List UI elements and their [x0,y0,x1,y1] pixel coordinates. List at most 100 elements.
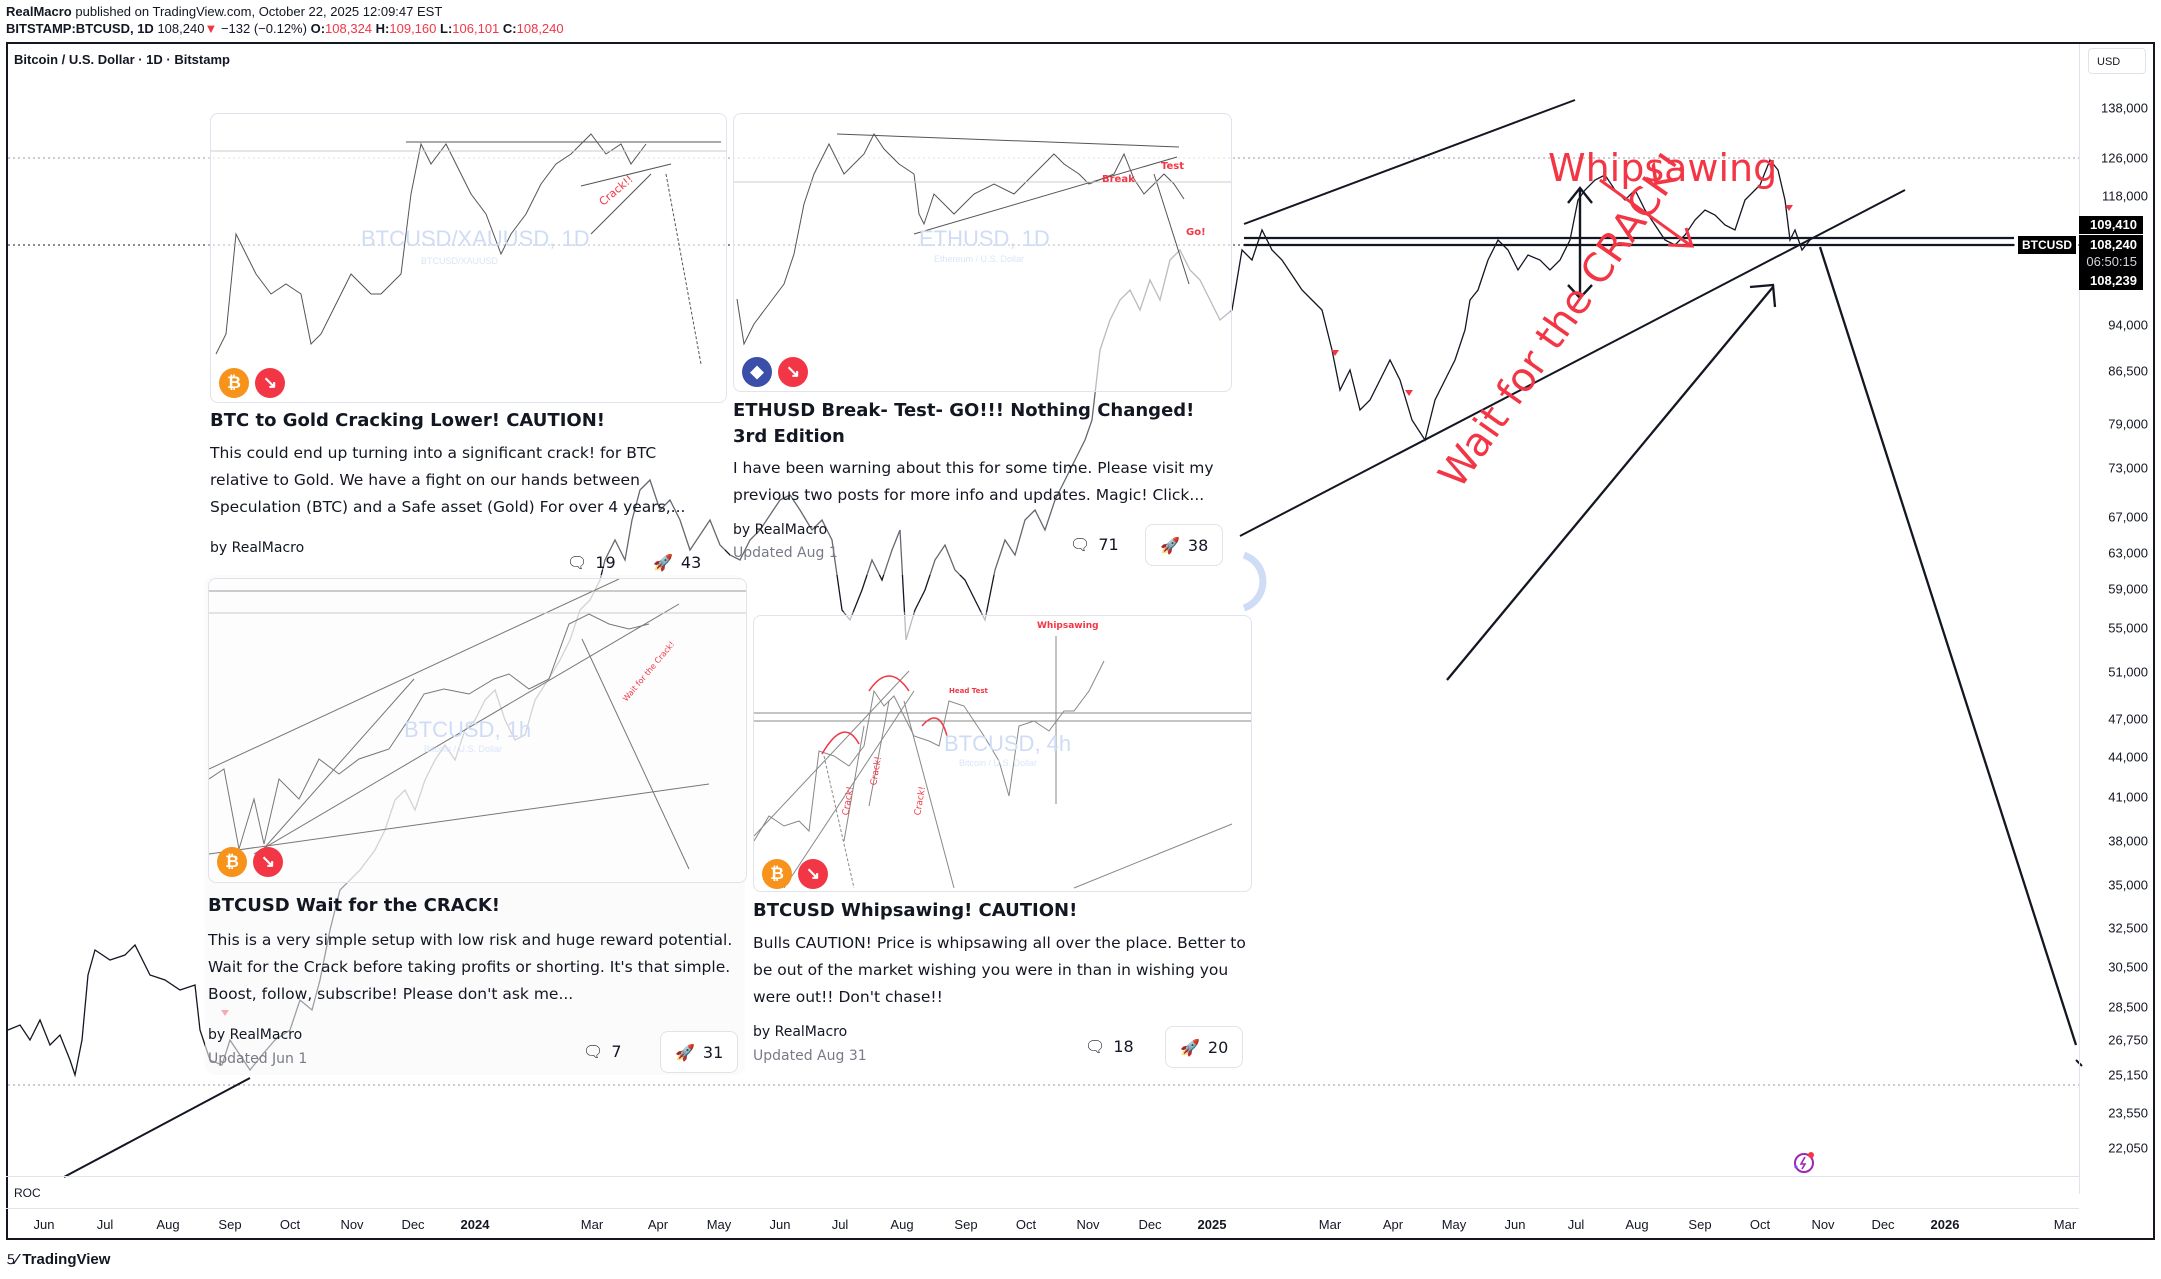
time-axis[interactable]: Jun Jul Aug Sep Oct Nov Dec 2024 Mar Apr May Jun Jul… [6,1208,2079,1239]
price-axis-label: 59,000 [2108,581,2148,597]
idea-thumbnail[interactable]: BTCUSD, 4h Bitcoin / U.S. Dollar Whipsaw… [753,615,1252,892]
boosts-count: 38 [1187,535,1209,555]
time-axis-label: Jul [96,1217,114,1232]
time-axis-label: Aug [1625,1217,1649,1232]
boost-button[interactable]: 🚀 43 [653,542,701,582]
high-value: 109,160 [389,21,437,36]
time-axis-label: Jun [33,1217,55,1232]
price-axis-label: 51,000 [2108,664,2148,680]
idea-title[interactable]: BTC to Gold Cracking Lower! CAUTION! [210,410,605,431]
comments-count: 71 [1098,534,1119,554]
thumbnail-chart [754,636,1251,889]
idea-card-btc-gold[interactable]: BTCUSD/XAUUSD, 1D BTCUSD/XAUUSD Crack!! … [205,110,727,572]
short-arrow-icon: ↘ [778,357,808,387]
thumbnail-chart [734,133,1231,346]
idea-description: This is a very simple setup with low ris… [208,931,733,1003]
idea-description: Bulls CAUTION! Price is whipsawing all o… [753,934,1246,1006]
price-axis-label: 94,000 [2108,317,2148,333]
idea-title[interactable]: BTCUSD Wait for the CRACK! [208,895,500,916]
time-axis-label: May [706,1217,732,1232]
idea-thumbnail[interactable]: BTCUSD/XAUUSD, 1D BTCUSD/XAUUSD Crack!! … [210,113,727,403]
indicator-pane-roc[interactable]: ROC [6,1176,2079,1209]
thumbnail-annotation-head-test: Head Test [949,687,988,695]
idea-title[interactable]: BTCUSD Whipsawing! CAUTION! [753,900,1078,921]
comment-icon: 🗨 [567,552,588,572]
time-axis-label: Nov [340,1217,364,1232]
time-axis-label: Mar [580,1217,604,1232]
time-axis-label: Jul [831,1217,849,1232]
comments-count: 7 [611,1041,622,1061]
indicator-label: ROC [14,1186,41,1200]
open-value: 108,324 [325,21,373,36]
price-axis-label: 28,500 [2108,999,2148,1015]
idea-card-btcusd-crack[interactable]: BTCUSD, 1h Bitcoin / U.S. Dollar Wait fo… [205,575,747,1075]
price-axis-label: 35,000 [2108,877,2148,893]
ethereum-icon: ◆ [742,357,772,387]
short-arrow-icon: ↘ [255,368,285,398]
comments-button[interactable]: 🗨 18 [1085,1026,1134,1066]
time-axis-label: Jun [769,1217,791,1232]
time-axis-label: Jul [1567,1217,1585,1232]
last-price: 108,240 [157,21,205,36]
thumbnail-annotation-break: Break [1102,174,1135,185]
ai-assistant-icon[interactable] [1790,1150,1816,1176]
comment-icon: 🗨 [583,1041,604,1061]
idea-thumbnail[interactable]: BTCUSD, 1h Bitcoin / U.S. Dollar Wait fo… [208,578,747,883]
down-arrow-icon: ▼ [204,21,218,36]
price-axis-label: 41,000 [2108,789,2148,805]
thumbnail-watermark: BTCUSD, 4h [944,731,1072,756]
boosts-count: 43 [680,552,702,572]
high-line-price-tag: 109,410 [2079,216,2143,234]
time-axis-label: Sep [218,1217,242,1232]
symbol-line-label: BTCUSD [2018,236,2076,254]
comments-count: 19 [595,552,616,572]
price-axis-label: 126,000 [2101,150,2148,166]
idea-author[interactable]: by RealMacro [208,1027,303,1043]
time-axis-label: Sep [954,1217,978,1232]
tradingview-logo-icon: 𝟻⁄ [6,1251,19,1268]
time-axis-label: Mar [1318,1217,1342,1232]
comments-button[interactable]: 🗨 19 [567,542,616,582]
boost-button[interactable]: 🚀 31 [660,1031,739,1073]
idea-author[interactable]: by RealMacro [753,1024,848,1040]
comments-button[interactable]: 🗨 7 [583,1031,622,1071]
price-axis-label: 26,750 [2108,1032,2148,1048]
idea-author[interactable]: by RealMacro [733,522,828,538]
publish-info: RealMacro published on TradingView.com, … [6,4,442,20]
boosts-count: 31 [702,1042,724,1062]
price-axis-label: 25,150 [2108,1067,2148,1083]
thumbnail-watermark-sub: BTCUSD/XAUUSD [421,256,499,266]
boost-button[interactable]: 🚀 38 [1145,524,1224,566]
idea-card-btcusd-whipsawing[interactable]: BTCUSD, 4h Bitcoin / U.S. Dollar Whipsaw… [750,612,1252,1074]
price-axis-label: 79,000 [2108,416,2148,432]
price-axis-label: 86,500 [2108,363,2148,379]
time-axis-label: Nov [1811,1217,1835,1232]
idea-thumbnail[interactable]: ETHUSD, 1D Ethereum / U.S. Dollar Break … [733,113,1232,392]
tradingview-logo[interactable]: 𝟻⁄ TradingView [6,1251,110,1268]
open-label: O: [310,21,326,36]
idea-description: I have been warning about this for some … [733,459,1214,504]
price-axis-label: 32,500 [2108,920,2148,936]
thumbnail-annotation-whipsawing: Whipsawing [1037,621,1099,631]
price-axis-label: 22,050 [2108,1140,2148,1156]
idea-author[interactable]: by RealMacro [210,540,305,556]
time-axis-label: Jun [1504,1217,1526,1232]
short-arrow-icon: ↘ [798,859,828,889]
high-label: H: [375,21,390,36]
symbol-info-bar: BITSTAMP:BTCUSD, 1D 108,240▼ −132 (−0.12… [6,21,564,37]
currency-selector[interactable]: USD [2088,48,2146,74]
boost-button[interactable]: 🚀 20 [1165,1026,1244,1068]
whipsawing-annotation: Whipsawing [1548,146,1778,190]
price-axis-label: 23,550 [2108,1105,2148,1121]
thumbnail-watermark: ETHUSD, 1D [919,226,1050,251]
comments-button[interactable]: 🗨 71 [1070,524,1119,564]
price-axis-label: 138,000 [2101,100,2148,116]
close-label: C: [502,21,517,36]
price-axis[interactable]: 138,000 126,000 118,000 94,000 86,500 79,000 7… [2079,44,2154,1194]
rocket-icon: 🚀 [675,1042,695,1062]
time-axis-label: Aug [890,1217,914,1232]
idea-title[interactable]: ETHUSD Break- Test- GO!!! Nothing Change… [733,400,1195,447]
idea-card-ethusd[interactable]: ETHUSD, 1D Ethereum / U.S. Dollar Break … [730,110,1232,575]
thumbnail-watermark-sub: Bitcoin / U.S. Dollar [424,744,503,754]
rocket-icon: 🚀 [1180,1037,1200,1057]
